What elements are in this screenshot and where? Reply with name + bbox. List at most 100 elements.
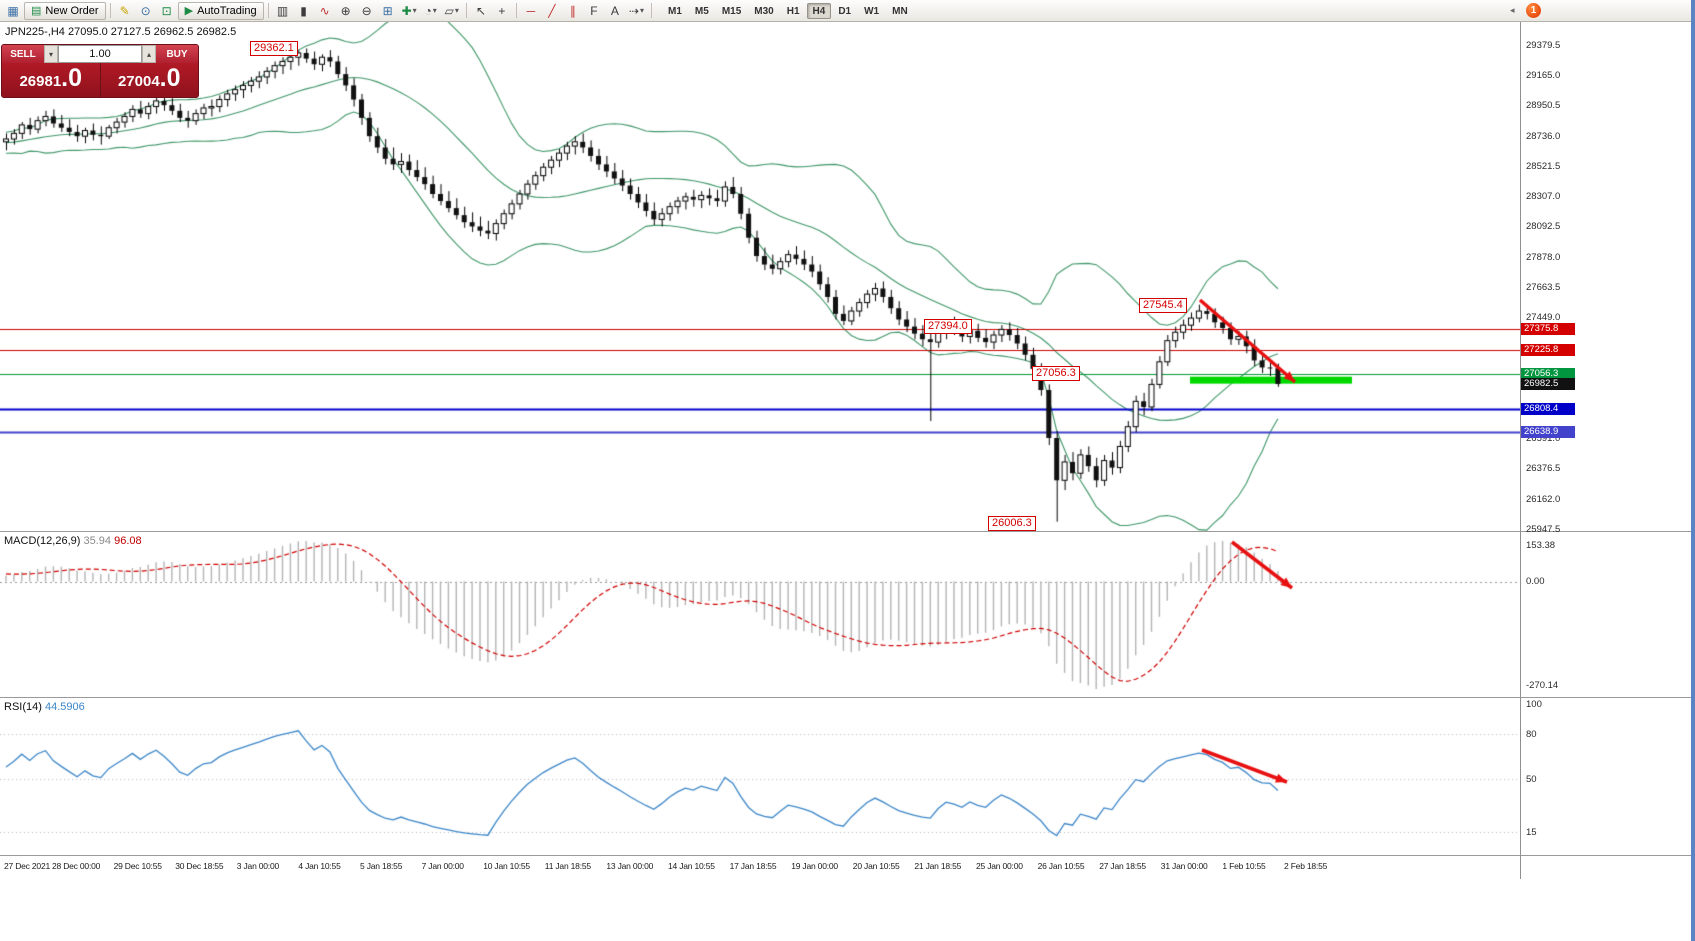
date-label: 17 Jan 18:55 bbox=[729, 861, 777, 871]
date-label: 27 Jan 18:55 bbox=[1099, 861, 1146, 871]
fibonacci-tool-icon[interactable]: F bbox=[584, 2, 604, 20]
rsi-panel: RSI(14) 44.5906 100 80 50 15 bbox=[0, 697, 1691, 856]
chart-price-annotation[interactable]: 27056.3 bbox=[1032, 366, 1080, 381]
rsi-value: 44.5906 bbox=[44, 701, 85, 713]
cursor-icon[interactable]: ↖ bbox=[471, 2, 491, 20]
price-tick: 28736.0 bbox=[1526, 130, 1561, 142]
crosshair-icon[interactable]: + bbox=[492, 2, 512, 20]
price-tag: 27375.8 bbox=[1521, 322, 1575, 335]
price-tick: 25947.5 bbox=[1526, 524, 1561, 535]
volume-decrease-button[interactable]: ▾ bbox=[44, 45, 58, 63]
arrows-tool-icon[interactable]: ⇢ ▾ bbox=[626, 2, 647, 20]
ask-price[interactable]: 27004.0 bbox=[99, 63, 198, 97]
chart-window-icon[interactable]: ▦ bbox=[3, 2, 23, 20]
date-label: 25 Jan 00:00 bbox=[976, 861, 1023, 871]
trendline-tool-icon[interactable]: ╱ bbox=[542, 2, 562, 20]
rsi-scale-label: 50 bbox=[1526, 774, 1537, 785]
zoom-out-icon[interactable]: ⊖ bbox=[357, 2, 377, 20]
time-axis[interactable]: 27 Dec 2021 28 Dec 00:00 29 Dec 10:55 30 De… bbox=[0, 855, 1691, 880]
sell-button[interactable]: SELL bbox=[2, 45, 44, 63]
scroll-left-icon[interactable]: ◂ bbox=[1510, 5, 1515, 15]
price-tick: 28950.5 bbox=[1526, 100, 1561, 112]
price-tick: 27449.0 bbox=[1526, 312, 1561, 324]
rsi-scale-label: 15 bbox=[1526, 826, 1537, 838]
price-tick: 28521.5 bbox=[1526, 160, 1561, 172]
timeframe-d1[interactable]: D1 bbox=[832, 3, 857, 19]
price-tick: 28092.5 bbox=[1526, 221, 1561, 233]
date-label: 20 Jan 10:55 bbox=[852, 861, 900, 871]
rsi-canvas[interactable] bbox=[0, 698, 1520, 856]
tile-windows-icon[interactable]: ⊞ bbox=[378, 2, 398, 20]
price-tick: 29165.0 bbox=[1526, 70, 1561, 82]
timeframe-w1[interactable]: W1 bbox=[858, 3, 885, 19]
price-tick: 26591.0 bbox=[1526, 433, 1561, 445]
bid-price[interactable]: 26981.0 bbox=[2, 63, 100, 97]
date-label: 7 Jan 00:00 bbox=[421, 861, 464, 871]
price-tag: 27056.3 bbox=[1521, 367, 1575, 380]
price-tag: 26982.5 bbox=[1521, 378, 1575, 391]
chart-price-annotation[interactable]: 27545.4 bbox=[1139, 298, 1187, 313]
separator bbox=[465, 3, 467, 18]
date-label: 10 Jan 10:55 bbox=[483, 861, 530, 871]
price-tick: 26162.0 bbox=[1526, 493, 1561, 505]
volume-increase-button[interactable]: ▴ bbox=[142, 45, 156, 63]
timeframe-m5[interactable]: M5 bbox=[689, 3, 715, 19]
add-indicator-icon[interactable]: ✚ ▾ bbox=[399, 2, 420, 20]
volume-input[interactable]: 1.00 bbox=[58, 45, 142, 63]
separator bbox=[651, 3, 652, 18]
price-tag: 26638.9 bbox=[1521, 426, 1575, 439]
bar-chart-icon[interactable]: ▥ bbox=[273, 2, 293, 20]
account-badge[interactable]: 1 bbox=[1526, 3, 1541, 18]
line-chart-icon[interactable]: ∿ bbox=[315, 2, 335, 20]
new-order-icon: ▤ bbox=[31, 5, 42, 17]
date-label: 13 Jan 00:00 bbox=[606, 861, 654, 871]
autotrading-label: AutoTrading bbox=[197, 4, 257, 17]
separator bbox=[109, 3, 111, 18]
timeframe-mn[interactable]: MN bbox=[886, 3, 914, 19]
horizontal-line-tool-icon[interactable]: ─ bbox=[521, 2, 541, 20]
zoom-in-icon[interactable]: ⊕ bbox=[336, 2, 356, 20]
chart-price-annotation[interactable]: 27394.0 bbox=[924, 319, 972, 334]
date-label: 4 Jan 10:55 bbox=[298, 861, 341, 871]
chart-price-annotation[interactable]: 26006.3 bbox=[988, 516, 1036, 531]
timeframe-m30[interactable]: M30 bbox=[748, 3, 779, 19]
price-tag: 26808.4 bbox=[1521, 402, 1575, 415]
date-label: 11 Jan 18:55 bbox=[544, 861, 591, 871]
candlestick-chart-icon[interactable]: ▮ bbox=[294, 2, 314, 20]
periods-icon[interactable]: ◔ ▾ bbox=[421, 2, 441, 20]
chart-price-annotation[interactable]: 29362.1 bbox=[250, 41, 298, 56]
timeframe-m15[interactable]: M15 bbox=[716, 3, 747, 19]
chart-symbol-period: JPN225-,H4 bbox=[5, 26, 65, 38]
templates-icon[interactable]: ▱ ▾ bbox=[442, 2, 462, 20]
chart-ohlc-header: JPN225-,H4 27095.0 27127.5 26962.5 26982… bbox=[5, 26, 236, 38]
macd-signal-value: 96.08 bbox=[114, 535, 142, 547]
new-order-button[interactable]: ▤ New Order bbox=[24, 1, 106, 20]
macd-canvas[interactable] bbox=[0, 532, 1520, 698]
rsi-scale-label: 80 bbox=[1526, 729, 1537, 740]
macd-label: MACD(12,26,9) 35.94 96.08 bbox=[4, 535, 142, 547]
fullscreen-icon[interactable]: ⊡ bbox=[157, 2, 177, 20]
date-label: 29 Dec 10:55 bbox=[113, 861, 162, 871]
buy-button[interactable]: BUY bbox=[156, 45, 198, 63]
date-label: 5 Jan 18:55 bbox=[360, 861, 403, 871]
separator bbox=[267, 3, 269, 18]
channel-tool-icon[interactable]: ∥ bbox=[563, 2, 583, 20]
date-label: 31 Jan 00:00 bbox=[1160, 861, 1208, 871]
text-tool-icon[interactable]: A bbox=[605, 2, 625, 20]
macd-panel: MACD(12,26,9) 35.94 96.08 153.38 0.00 -270… bbox=[0, 531, 1691, 698]
timeframe-h1[interactable]: H1 bbox=[781, 3, 806, 19]
autotrading-button[interactable]: ▶ AutoTrading bbox=[177, 1, 264, 20]
metaeditor-icon[interactable]: ✎ bbox=[115, 2, 135, 20]
autotrading-play-icon: ▶ bbox=[184, 5, 194, 17]
macd-scale-label: 0.00 bbox=[1526, 575, 1545, 587]
macd-scale-label: 153.38 bbox=[1526, 540, 1556, 551]
price-tag: 27225.8 bbox=[1521, 343, 1575, 356]
timeframe-m1[interactable]: M1 bbox=[662, 3, 688, 19]
macd-scale-label: -270.14 bbox=[1526, 680, 1559, 691]
timeframe-toolbar: M1 M5 M15 M30 H1 H4 D1 W1 MN bbox=[662, 2, 914, 19]
options-icon[interactable]: ⊙ bbox=[136, 2, 156, 20]
date-label: 2 Feb 18:55 bbox=[1284, 861, 1328, 871]
price-chart-canvas[interactable] bbox=[0, 22, 1520, 531]
timeframe-h4[interactable]: H4 bbox=[806, 2, 832, 19]
